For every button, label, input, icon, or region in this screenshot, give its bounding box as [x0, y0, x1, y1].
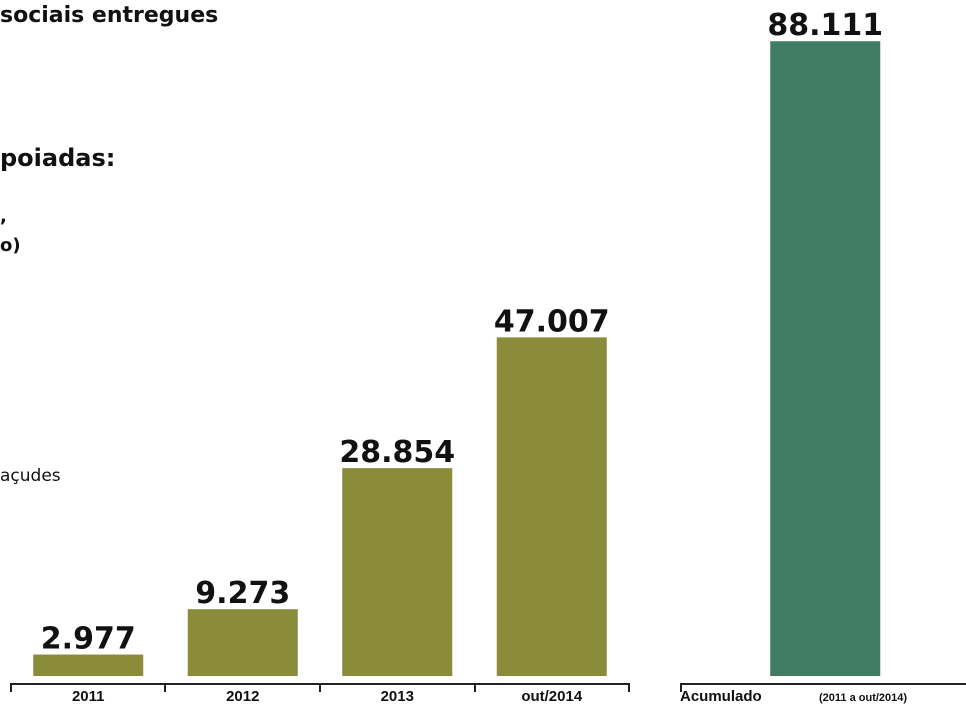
annotation: o)	[0, 235, 21, 256]
x-tick-label: Acumulado	[680, 688, 762, 705]
value-label: 88.111	[767, 8, 883, 43]
bar	[33, 654, 144, 676]
axis	[10, 683, 966, 692]
bar	[770, 41, 881, 677]
chart-title: sociais entregues	[0, 3, 218, 28]
value-label: 28.854	[339, 435, 455, 470]
x-tick-label: 2012	[226, 688, 259, 705]
annotation: poiadas:	[0, 144, 115, 172]
annotation: ,	[0, 206, 7, 227]
annotation: açudes	[0, 466, 61, 486]
value-label: 2.977	[41, 622, 136, 657]
value-label: 9.273	[195, 576, 290, 611]
category-note: (2011 a out/2014)	[819, 692, 907, 704]
x-tick-label: 2013	[381, 688, 414, 705]
x-tick-label: out/2014	[521, 688, 583, 705]
bar	[187, 609, 298, 676]
value-label: 47.007	[494, 304, 610, 339]
x-tick-label: 2011	[72, 688, 105, 705]
bar	[342, 468, 453, 676]
bar	[496, 337, 607, 676]
